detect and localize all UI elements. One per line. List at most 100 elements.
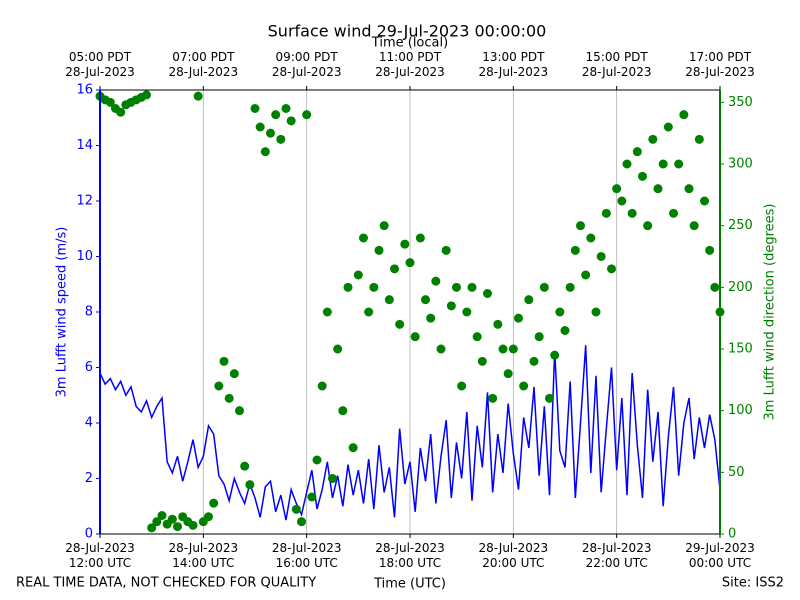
direction-point (116, 107, 126, 117)
direction-point (421, 295, 430, 305)
direction-point (281, 104, 291, 113)
x-tick-label: 28-Jul-2023 16:00 UTC (271, 541, 342, 570)
direction-point (457, 381, 467, 391)
y2-tick-label: 350 (728, 95, 753, 110)
direction-point (545, 393, 554, 403)
footer-note: REAL TIME DATA, NOT CHECKED FOR QUALITY (16, 576, 316, 591)
direction-point (395, 319, 405, 329)
direction-point (524, 295, 534, 305)
y2-axis-label: 3m Lufft wind direction (degrees) (763, 204, 778, 421)
direction-point (591, 307, 601, 317)
x-tick-label: 28-Jul-2023 18:00 UTC (375, 541, 445, 570)
direction-point (147, 523, 157, 533)
top-x-tick-label: 13:00 PDT 28-Jul-2023 (478, 50, 549, 79)
direction-point (410, 332, 420, 342)
direction-point (167, 514, 177, 524)
direction-point (322, 307, 332, 317)
top-x-tick-label: 11:00 PDT 28-Jul-2023 (375, 50, 445, 79)
direction-point (369, 282, 379, 292)
direction-point (219, 356, 229, 366)
direction-point (364, 307, 374, 317)
y-tick-label: 10 (76, 249, 93, 264)
x-tick-label: 28-Jul-2023 20:00 UTC (478, 541, 549, 570)
direction-point (483, 289, 492, 298)
direction-point (503, 369, 513, 379)
y2-tick-label: 200 (728, 280, 753, 295)
direction-point (529, 356, 539, 366)
direction-point (565, 282, 575, 292)
x-tick-label: 28-Jul-2023 22:00 UTC (581, 541, 652, 570)
direction-point (333, 344, 343, 354)
direction-point (622, 159, 632, 169)
direction-point (700, 196, 709, 206)
direction-point (663, 122, 673, 132)
direction-point (446, 301, 456, 311)
y2-tick-label: 0 (728, 527, 736, 542)
direction-point (224, 393, 234, 403)
direction-point (467, 282, 477, 292)
direction-point (245, 480, 255, 490)
y-axis-label: 3m Lufft wind speed (m/s) (55, 227, 70, 398)
y-tick-label: 12 (76, 194, 93, 209)
direction-point (684, 184, 694, 194)
direction-point (488, 393, 498, 403)
direction-point (519, 381, 529, 391)
direction-point (431, 276, 441, 286)
direction-point (390, 264, 399, 274)
direction-point (276, 134, 286, 144)
direction-point (508, 344, 518, 354)
footer-site: Site: ISS2 (722, 576, 784, 591)
top-x-tick-label: 17:00 PDT 28-Jul-2023 (685, 50, 755, 79)
y2-tick-label: 100 (728, 403, 753, 418)
direction-point (586, 233, 596, 243)
direction-point (291, 504, 301, 514)
direction-point (271, 110, 281, 120)
direction-point (188, 520, 198, 530)
direction-point (477, 356, 487, 366)
direction-point (648, 134, 658, 144)
direction-point (462, 307, 472, 317)
top-x-tick-label: 07:00 PDT 28-Jul-2023 (168, 50, 239, 79)
direction-point (255, 122, 265, 132)
direction-point (679, 110, 689, 120)
direction-point (260, 147, 270, 157)
y2-tick-label: 50 (728, 465, 745, 480)
direction-point (550, 350, 560, 360)
direction-point (297, 517, 306, 527)
y-tick-label: 4 (85, 416, 93, 431)
direction-point (710, 282, 720, 292)
x-axis-label: Time (UTC) (373, 577, 446, 592)
direction-point (576, 221, 585, 231)
direction-point (157, 511, 167, 520)
direction-point (353, 270, 363, 280)
direction-point (338, 406, 348, 416)
direction-point (617, 196, 627, 206)
direction-point (514, 313, 523, 323)
direction-point (400, 239, 410, 249)
direction-point (539, 282, 549, 292)
x-tick-label: 29-Jul-2023 00:00 UTC (685, 541, 755, 570)
direction-point (643, 221, 653, 231)
direction-point (534, 332, 544, 342)
direction-point (415, 233, 425, 243)
direction-point (653, 184, 663, 194)
direction-point (307, 492, 317, 502)
direction-point (312, 455, 322, 465)
direction-point (632, 147, 642, 157)
top-x-tick-label: 05:00 PDT 28-Jul-2023 (65, 50, 135, 79)
direction-point (669, 208, 678, 218)
direction-point (498, 344, 508, 354)
direction-point (405, 258, 415, 268)
direction-point (694, 134, 704, 144)
y2-tick-label: 250 (728, 218, 753, 233)
direction-point (560, 326, 570, 335)
direction-point (209, 498, 219, 508)
y-tick-label: 14 (76, 138, 93, 153)
direction-point (193, 91, 203, 101)
direction-point (612, 184, 622, 194)
direction-point (374, 245, 384, 255)
direction-point (689, 221, 699, 231)
direction-point (240, 461, 250, 471)
